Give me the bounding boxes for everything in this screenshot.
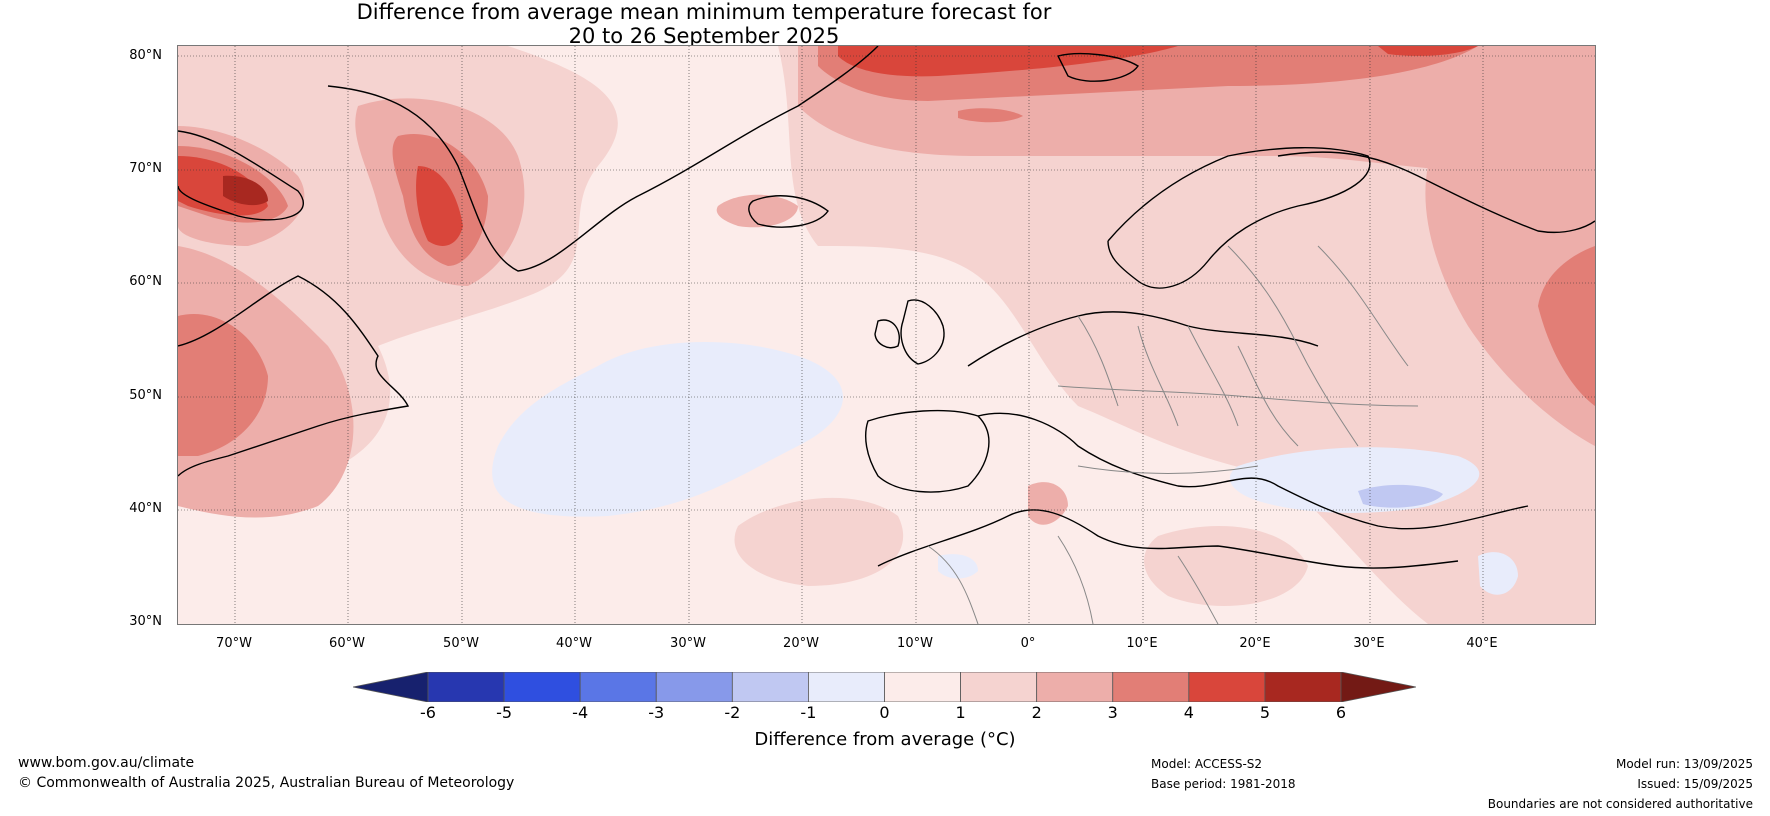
lon-label-40e: 40°E xyxy=(1466,636,1498,651)
model-text: Model: ACCESS-S2 xyxy=(1151,757,1263,771)
colorbar-segment xyxy=(503,672,581,702)
colorbar-tick-label: -5 xyxy=(496,703,513,722)
lat-label-80n: 80°N xyxy=(129,48,162,63)
website-text: www.bom.gov.au/climate xyxy=(18,755,195,771)
anomaly-3-4-region xyxy=(1538,246,1595,406)
scandinavia-coast xyxy=(1107,147,1371,289)
colorbar-segment xyxy=(427,672,505,702)
colorbar-tick-label: 1 xyxy=(955,703,966,722)
colorbar-tick-label: 3 xyxy=(1107,703,1118,722)
coastlines xyxy=(178,46,1595,569)
colorbar-extend-max xyxy=(1340,672,1416,702)
lon-label-10e: 10°E xyxy=(1126,636,1158,651)
map-title-line2: 20 to 26 September 2025 xyxy=(568,24,840,48)
lon-label-40w: 40°W xyxy=(556,636,592,651)
russia-arctic-coast xyxy=(1277,151,1595,233)
ireland-coast xyxy=(874,319,900,349)
lat-label-40n: 40°N xyxy=(129,501,162,516)
colorbar-segment xyxy=(731,672,809,702)
colorbar-tick-label: -1 xyxy=(800,703,817,722)
model-run-text: Model run: 13/09/2025 xyxy=(1615,757,1753,771)
anomaly-neg1-0-region xyxy=(492,342,843,517)
africa-north-coast xyxy=(877,509,1459,569)
lon-label-20e: 20°E xyxy=(1239,636,1271,651)
colorbar-tick-label: 2 xyxy=(1031,703,1042,722)
baffin-coast xyxy=(178,130,305,221)
colorbar-extend-min xyxy=(353,672,429,702)
north-america-coast xyxy=(178,275,410,477)
uk-coast xyxy=(900,299,945,365)
colorbar-segment xyxy=(1112,672,1190,702)
colorbar-tick-label: -3 xyxy=(648,703,665,722)
colorbar-segment xyxy=(579,672,657,702)
anomaly-4-5-region xyxy=(1378,46,1478,56)
colorbar-segment xyxy=(960,672,1038,702)
colorbar-tick-label: -4 xyxy=(572,703,589,722)
colorbar-tick-label: -6 xyxy=(420,703,436,722)
anomaly-4-5-region xyxy=(416,166,463,246)
map-title: Difference from average mean minimum tem… xyxy=(0,0,1408,48)
colorbar-tick-label: -2 xyxy=(724,703,741,722)
lat-label-50n: 50°N xyxy=(129,388,162,403)
colorbar-segment xyxy=(1036,672,1114,702)
forecast-map xyxy=(177,45,1596,625)
lon-label-70w: 70°W xyxy=(216,636,252,651)
colorbar-tick-label: 0 xyxy=(879,703,890,722)
lat-label-30n: 30°N xyxy=(129,614,162,629)
lon-label-20w: 20°W xyxy=(783,636,819,651)
graticule xyxy=(178,46,1595,624)
colorbar-segment xyxy=(655,672,733,702)
lon-label-50w: 50°W xyxy=(443,636,479,651)
colorbar-label: Difference from average (°C) xyxy=(754,729,1016,750)
anomaly-1-2-region xyxy=(1144,526,1308,606)
anomaly-1-2-region xyxy=(734,497,904,586)
disclaimer-text: Boundaries are not considered authoritat… xyxy=(1487,797,1753,811)
forecast-map-svg xyxy=(178,46,1595,624)
iceland-coast xyxy=(748,195,829,228)
map-title-line1: Difference from average mean minimum tem… xyxy=(356,0,1052,24)
svalbard-coast xyxy=(1056,52,1139,82)
anomaly-2-3-region xyxy=(1425,146,1595,446)
colorbar-tick-label: 6 xyxy=(1335,703,1347,722)
copyright-text: © Commonwealth of Australia 2025, Austra… xyxy=(18,775,515,791)
greenland-coast xyxy=(327,46,879,272)
base-period-text: Base period: 1981-2018 xyxy=(1151,777,1296,791)
colorbar-segment xyxy=(1188,672,1266,702)
anomaly-neg2-neg1-region xyxy=(1358,484,1443,508)
lon-label-30w: 30°W xyxy=(670,636,706,651)
anomaly-3-4-region xyxy=(178,314,268,456)
anomaly-2-3-region xyxy=(716,194,798,228)
colorbar xyxy=(353,672,1416,702)
lon-label-0: 0° xyxy=(1020,636,1036,651)
anomaly-5-6-region xyxy=(223,175,268,206)
iberia-coast xyxy=(865,409,990,493)
anomaly-neg1-0-region xyxy=(938,554,978,579)
lon-label-10w: 10°W xyxy=(897,636,933,651)
lat-label-60n: 60°N xyxy=(129,274,162,289)
colorbar-segment xyxy=(884,672,961,702)
colorbar-segment xyxy=(1264,672,1342,702)
mediterranean-north-coast xyxy=(977,412,1529,530)
colorbar-tick-label: 5 xyxy=(1259,703,1270,722)
colorbar-segment xyxy=(808,672,885,702)
colorbar-tick-label: 4 xyxy=(1183,703,1194,722)
lon-label-60w: 60°W xyxy=(329,636,365,651)
europe-north-coast xyxy=(967,311,1319,367)
lon-label-30e: 30°E xyxy=(1353,636,1385,651)
issued-text: Issued: 15/09/2025 xyxy=(1637,777,1753,791)
lat-label-70n: 70°N xyxy=(129,161,162,176)
anomaly-neg1-0-region xyxy=(1478,552,1518,595)
anomaly-3-4-region xyxy=(958,108,1023,123)
